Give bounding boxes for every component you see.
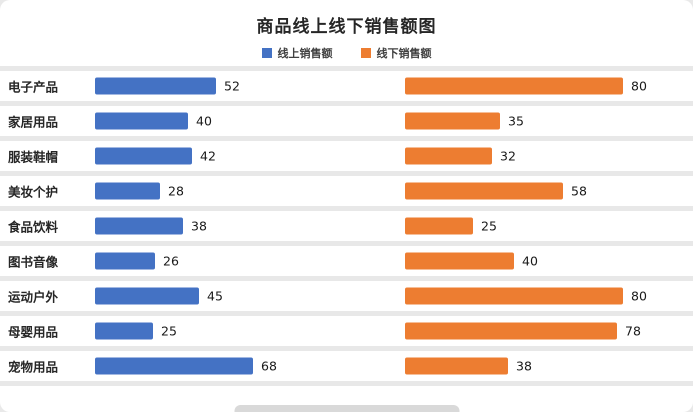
row-separator	[0, 171, 693, 176]
chart-row: 美妆个护 28 58	[0, 176, 693, 206]
chart-title: 商品线上线下销售额图	[256, 17, 437, 37]
offline-bar-track: 58	[405, 182, 587, 200]
offline-value-label: 35	[508, 113, 524, 129]
online-bar	[95, 147, 192, 165]
offline-bar	[405, 77, 623, 95]
offline-bar	[405, 182, 563, 200]
online-bar-track: 38	[95, 217, 207, 235]
online-bar	[95, 252, 155, 270]
online-bar	[95, 322, 153, 340]
offline-bar	[405, 112, 500, 130]
online-value-label: 42	[200, 148, 216, 164]
category-label: 电子产品	[8, 79, 59, 95]
category-label: 食品饮料	[8, 219, 59, 235]
online-bar	[95, 287, 199, 305]
chart-row: 母婴用品 25 78	[0, 316, 693, 346]
online-bar	[95, 112, 188, 130]
legend-label-offline: 线下销售额	[376, 47, 432, 60]
chart-rows: 电子产品 52 80 家居用品 40 35 服装鞋帽 42 32 美妆个护 28 58 食品饮料 38 25…	[0, 66, 693, 386]
online-bar	[95, 217, 183, 235]
category-label: 美妆个护	[8, 184, 59, 200]
online-bar-track: 68	[95, 357, 277, 375]
offline-bar-track: 80	[405, 77, 647, 95]
offline-bar-track: 78	[405, 322, 641, 340]
offline-bar	[405, 287, 623, 305]
legend-label-online: 线上销售额	[277, 47, 333, 60]
offline-value-label: 78	[625, 323, 641, 339]
row-separator	[0, 206, 693, 211]
chart-legend: 线上销售额 线下销售额	[0, 45, 693, 61]
online-bar-track: 45	[95, 287, 223, 305]
online-bar-track: 26	[95, 252, 179, 270]
online-value-label: 38	[191, 218, 207, 234]
category-label: 服装鞋帽	[8, 149, 59, 165]
row-separator	[0, 66, 693, 71]
online-bar-track: 40	[95, 112, 212, 130]
online-value-label: 45	[207, 288, 223, 304]
offline-bar	[405, 357, 508, 375]
online-value-label: 26	[163, 253, 179, 269]
row-separator	[0, 311, 693, 316]
online-value-label: 25	[161, 323, 177, 339]
online-bar-track: 52	[95, 77, 240, 95]
offline-bar-track: 40	[405, 252, 538, 270]
legend-item-offline: 线下销售额	[360, 45, 432, 61]
chart-row: 服装鞋帽 42 32	[0, 141, 693, 171]
chart-header: 商品线上线下销售额图 线上销售额 线下销售额	[0, 0, 693, 61]
offline-bar-track: 25	[405, 217, 497, 235]
offline-bar-track: 38	[405, 357, 532, 375]
row-separator	[0, 101, 693, 106]
chart-row: 宠物用品 68 38	[0, 351, 693, 381]
legend-swatch-offline-icon	[360, 48, 371, 58]
offline-value-label: 40	[522, 253, 538, 269]
row-separator	[0, 346, 693, 351]
row-separator	[0, 381, 693, 386]
category-label: 母婴用品	[8, 324, 59, 340]
chart-row: 家居用品 40 35	[0, 106, 693, 136]
offline-value-label: 25	[481, 218, 497, 234]
offline-value-label: 32	[500, 148, 516, 164]
chart-row: 图书音像 26 40	[0, 246, 693, 276]
online-bar	[95, 357, 253, 375]
chart-row: 电子产品 52 80	[0, 71, 693, 101]
legend-swatch-online-icon	[261, 48, 272, 58]
category-label: 图书音像	[8, 254, 59, 270]
category-label: 运动户外	[8, 289, 59, 305]
online-bar	[95, 182, 160, 200]
offline-value-label: 58	[571, 183, 587, 199]
offline-bar	[405, 322, 617, 340]
bottom-notch	[234, 405, 459, 412]
online-bar-track: 28	[95, 182, 184, 200]
offline-bar-track: 32	[405, 147, 516, 165]
offline-value-label: 80	[631, 288, 647, 304]
online-value-label: 52	[224, 78, 240, 94]
offline-bar	[405, 217, 473, 235]
category-label: 家居用品	[8, 114, 59, 130]
row-separator	[0, 276, 693, 281]
online-value-label: 40	[196, 113, 212, 129]
offline-bar	[405, 252, 514, 270]
category-label: 宠物用品	[8, 359, 59, 375]
chart-row: 运动户外 45 80	[0, 281, 693, 311]
online-bar-track: 42	[95, 147, 216, 165]
online-value-label: 68	[261, 358, 277, 374]
offline-bar	[405, 147, 492, 165]
online-bar-track: 25	[95, 322, 177, 340]
legend-item-online: 线上销售额	[261, 45, 333, 61]
online-value-label: 28	[168, 183, 184, 199]
row-separator	[0, 241, 693, 246]
offline-value-label: 38	[516, 358, 532, 374]
offline-bar-track: 35	[405, 112, 524, 130]
offline-bar-track: 80	[405, 287, 647, 305]
offline-value-label: 80	[631, 78, 647, 94]
row-separator	[0, 136, 693, 141]
online-bar	[95, 77, 216, 95]
chart-row: 食品饮料 38 25	[0, 211, 693, 241]
